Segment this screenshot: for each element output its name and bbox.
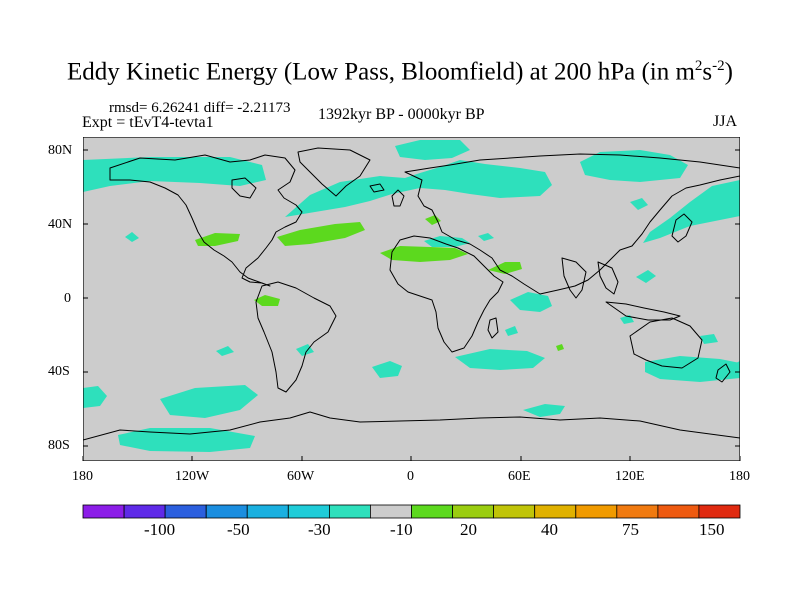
india-coast bbox=[561, 257, 587, 299]
uk-coast bbox=[391, 189, 405, 207]
pos-region-andes bbox=[254, 295, 280, 306]
pos-region-europe bbox=[425, 215, 441, 225]
colorbar-box-1 bbox=[82, 504, 125, 519]
lon-label-180e: 180 bbox=[729, 469, 750, 484]
rmsd-diff-stats: rmsd= 6.26241 diff= -2.21173 bbox=[109, 100, 291, 116]
colorbar-box-9 bbox=[411, 504, 453, 519]
colorbar-box-10 bbox=[452, 504, 495, 519]
colorbar-label-20: 20 bbox=[460, 520, 477, 539]
neg-region-south-atlantic bbox=[372, 361, 402, 378]
colorbar-label-neg10: -10 bbox=[390, 520, 413, 539]
neg-region-southern-ocean-east bbox=[523, 404, 565, 417]
africa-coast bbox=[389, 235, 504, 353]
neg-region-mid-pacific-blob bbox=[125, 232, 139, 242]
colorbar-box-13 bbox=[575, 504, 618, 519]
lon-label-120w: 120W bbox=[175, 469, 210, 484]
colorbar-box-2 bbox=[123, 504, 166, 519]
pos-region-indian-ocean-spot bbox=[556, 344, 564, 351]
neg-region-north-pacific bbox=[83, 157, 266, 192]
eurasia-africa-coast bbox=[404, 153, 740, 295]
lat-label-80s: 80S bbox=[48, 438, 70, 453]
pos-region-sahara bbox=[380, 246, 468, 262]
lon-label-120e: 120E bbox=[615, 469, 645, 484]
neg-region-pacific-east-small bbox=[216, 346, 234, 356]
greenland-coast bbox=[297, 147, 371, 197]
season-label: JJA bbox=[713, 113, 738, 130]
map-title: Eddy Kinetic Energy (Low Pass, Bloomfiel… bbox=[67, 58, 733, 86]
colorbar-box-15 bbox=[657, 504, 700, 519]
colorbar-label-150: 150 bbox=[699, 520, 725, 539]
pos-region-north-america bbox=[195, 233, 240, 246]
time-period-label: 1392kyr BP - 0000kyr BP bbox=[318, 106, 485, 123]
neg-region-southern-ocean-west bbox=[118, 428, 255, 452]
lon-label-180w: 180 bbox=[72, 469, 93, 484]
lon-label-60w: 60W bbox=[287, 469, 315, 484]
neg-region-southern-pacific-small bbox=[734, 361, 740, 372]
south-america-coast bbox=[255, 281, 337, 393]
southeast-asia-coast bbox=[597, 261, 619, 295]
antarctica-coast bbox=[83, 411, 740, 441]
pos-region-arabia bbox=[488, 262, 522, 274]
lat-label-40n: 40N bbox=[48, 217, 73, 232]
negative-anomaly-regions bbox=[83, 140, 740, 452]
lat-label-40s: 40S bbox=[48, 364, 70, 379]
colorbar-box-14 bbox=[616, 504, 659, 519]
colorbar-box-7 bbox=[328, 504, 371, 519]
neg-region-east-asia bbox=[643, 180, 740, 243]
neg-region-east-pacific-south bbox=[700, 334, 718, 344]
pos-region-atlantic-jet bbox=[277, 222, 365, 246]
colorbar-box-12 bbox=[534, 504, 577, 519]
neg-region-mediterranean bbox=[424, 236, 470, 247]
neg-region-south-africa bbox=[455, 349, 545, 370]
colorbar-label-neg30: -30 bbox=[308, 520, 331, 539]
neg-region-mediterranean-east bbox=[478, 233, 494, 241]
lon-label-0: 0 bbox=[407, 469, 414, 484]
colorbar-label-75: 75 bbox=[622, 520, 639, 539]
iceland-coast bbox=[369, 183, 385, 193]
neg-region-polar-atlantic bbox=[395, 140, 470, 160]
axis-ticks bbox=[82, 149, 741, 461]
hudson-bay-coast bbox=[231, 177, 257, 199]
colorbar-label-neg100: -100 bbox=[144, 520, 176, 539]
lon-label-60e: 60E bbox=[508, 469, 531, 484]
neg-region-south-pacific-east bbox=[160, 385, 258, 418]
colorbar-label-neg50: -50 bbox=[227, 520, 250, 539]
neg-region-south-pacific-west bbox=[83, 386, 107, 408]
colorbar-box-3 bbox=[164, 504, 207, 519]
colorbar-box-5 bbox=[246, 504, 289, 519]
colorbar-box-11 bbox=[493, 504, 536, 519]
indonesia-coast bbox=[605, 301, 681, 321]
colorbar-box-16 bbox=[698, 504, 741, 519]
japan-coast bbox=[671, 213, 693, 243]
lat-label-80n: 80N bbox=[48, 143, 73, 158]
neg-region-indian-ocean-west bbox=[510, 292, 552, 312]
madagascar-coast bbox=[487, 317, 499, 339]
neg-region-small-pacific bbox=[630, 198, 648, 210]
colorbar-box-4 bbox=[205, 504, 248, 519]
neg-region-central-asia bbox=[636, 270, 656, 283]
new-zealand-coast bbox=[715, 363, 731, 383]
north-america-coast bbox=[109, 154, 303, 287]
positive-anomaly-regions bbox=[195, 215, 564, 351]
coastlines bbox=[83, 147, 740, 441]
lat-label-0: 0 bbox=[64, 291, 71, 306]
colorbar-box-6 bbox=[287, 504, 330, 519]
australia-coast bbox=[629, 317, 703, 369]
neg-region-north-atlantic bbox=[285, 160, 552, 217]
colorbar bbox=[82, 504, 741, 519]
experiment-label: Expt = tEvT4-tevta1 bbox=[82, 114, 214, 131]
neg-region-indian-ocean-small bbox=[505, 326, 518, 336]
colorbar-label-40: 40 bbox=[541, 520, 558, 539]
colorbar-box-8 bbox=[369, 504, 412, 519]
